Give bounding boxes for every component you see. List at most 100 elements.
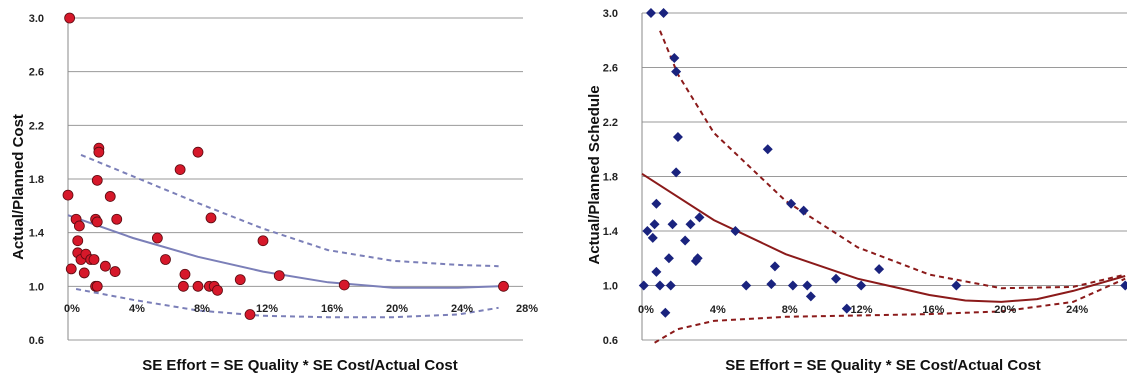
schedule-data-point [692, 253, 703, 264]
cost-data-point [91, 216, 103, 228]
cost-data-point [104, 191, 116, 202]
cost-x-tick-label: 28% [516, 303, 538, 315]
cost-fit-line [67, 214, 499, 289]
cost-data-point [498, 280, 509, 292]
cost-x-tick-label: 12% [256, 303, 278, 315]
schedule-scatter-chart: 0.61.01.41.82.22.63.00% 4% 8% 12% 16% 20% 24% … [586, 8, 1127, 374]
schedule-y-tick-label: 2.6 [603, 63, 618, 75]
schedule-data-point [649, 219, 660, 230]
schedule-x-tick-label: 12% [851, 304, 873, 316]
schedule-data-point [663, 253, 674, 264]
schedule-data-point [802, 280, 813, 291]
cost-x-tick-label: 24% [451, 303, 473, 315]
schedule-data-point [672, 131, 683, 142]
schedule-data-point [654, 280, 665, 291]
cost-data-point [192, 146, 204, 158]
schedule-x-tick-label: 4% [710, 304, 726, 316]
schedule-data-point [642, 226, 653, 236]
cost-data-point [99, 260, 111, 272]
cost-data-point [160, 254, 171, 265]
schedule-upper-bound-line [659, 30, 1126, 290]
cost-y-tick-label: 1.0 [29, 281, 44, 293]
schedule-x-tick-label: 8% [782, 304, 798, 316]
schedule-data-point [671, 66, 682, 77]
schedule-data-point [856, 280, 867, 291]
schedule-data-point [805, 291, 816, 302]
schedule-fit-line [641, 172, 1126, 303]
schedule-x-axis-title: SE Effort = SE Quality * SE Cost/Actual … [725, 357, 1040, 374]
schedule-points [638, 8, 1127, 318]
schedule-data-point [730, 226, 741, 236]
schedule-data-point [1120, 280, 1127, 291]
cost-x-tick-label: 0% [64, 303, 80, 315]
schedule-data-point [645, 8, 656, 18]
schedule-data-point [841, 303, 852, 314]
schedule-data-point [638, 280, 649, 291]
cost-data-point [212, 284, 223, 296]
cost-lower-bound-line [75, 288, 499, 319]
schedule-data-point [667, 219, 678, 230]
cost-data-point [338, 279, 350, 291]
cost-data-point [88, 254, 100, 265]
cost-data-point [72, 235, 84, 247]
cost-y-tick-label: 3.0 [29, 13, 44, 25]
schedule-y-tick-label: 3.0 [603, 8, 618, 20]
schedule-data-point [951, 280, 962, 291]
cost-data-point [273, 270, 285, 282]
cost-data-point [78, 267, 90, 279]
schedule-y-axis-title: Actual/Planned Schedule [586, 85, 603, 264]
cost-data-point [174, 164, 186, 176]
schedule-data-point [741, 280, 752, 291]
cost-data-point [93, 146, 105, 158]
schedule-x-tick-label: 24% [1066, 304, 1088, 316]
cost-data-point [64, 12, 76, 24]
schedule-y-tick-label: 2.2 [603, 117, 618, 129]
cost-data-point [111, 213, 123, 225]
schedule-data-point [680, 235, 691, 246]
cost-data-point [91, 174, 103, 186]
cost-grid [67, 17, 523, 341]
schedule-data-point [766, 279, 777, 290]
cost-data-point [179, 268, 191, 280]
cost-y-tick-label: 0.6 [29, 335, 44, 347]
schedule-data-point [665, 280, 676, 291]
cost-y-tick-label: 1.4 [29, 228, 45, 240]
cost-tick-labels: 0.6 1.0 1.4 1.8 2.2 2.6 3.0 0% 4% 8% 12% 16% 20% 24% 2… [29, 13, 539, 347]
cost-data-point [62, 189, 74, 201]
cost-y-axis-title: Actual/Planned Cost [10, 114, 27, 260]
cost-data-point [234, 274, 246, 286]
cost-points [62, 12, 509, 320]
schedule-y-tick-label: 0.6 [603, 335, 618, 347]
cost-y-tick-label: 1.8 [29, 174, 44, 186]
cost-data-point [91, 280, 103, 292]
schedule-data-point [694, 212, 705, 223]
schedule-data-point [671, 167, 682, 178]
schedule-x-tick-label: 20% [994, 304, 1016, 316]
schedule-data-point [874, 264, 885, 275]
schedule-data-point [798, 205, 809, 216]
schedule-data-point [831, 273, 841, 284]
cost-data-point [257, 235, 269, 247]
schedule-data-point [647, 232, 658, 243]
schedule-lower-bound-line [654, 277, 1126, 344]
schedule-curves [641, 30, 1126, 344]
schedule-data-point [651, 266, 662, 277]
cost-data-point [65, 263, 77, 275]
cost-x-tick-label: 4% [129, 303, 145, 315]
cost-x-tick-label: 20% [386, 303, 408, 315]
cost-y-tick-label: 2.6 [29, 67, 44, 79]
schedule-y-tick-label: 1.0 [603, 281, 618, 293]
cost-data-point [73, 220, 85, 232]
cost-curves [67, 153, 499, 319]
schedule-x-tick-label: 0% [638, 304, 654, 316]
schedule-y-tick-label: 1.4 [603, 226, 619, 238]
schedule-data-point [658, 8, 669, 18]
schedule-tick-labels: 0.6 1.0 1.4 1.8 2.2 2.6 3.0 0% 4% 8% 12% 16% 20% 24% [603, 8, 1089, 347]
cost-y-tick-label: 2.2 [29, 120, 44, 132]
schedule-data-point [685, 219, 696, 230]
cost-data-point [192, 280, 204, 292]
cost-data-point [151, 232, 163, 244]
cost-data-point [109, 266, 121, 277]
schedule-grid [641, 12, 1127, 341]
cost-x-tick-label: 16% [321, 303, 343, 315]
